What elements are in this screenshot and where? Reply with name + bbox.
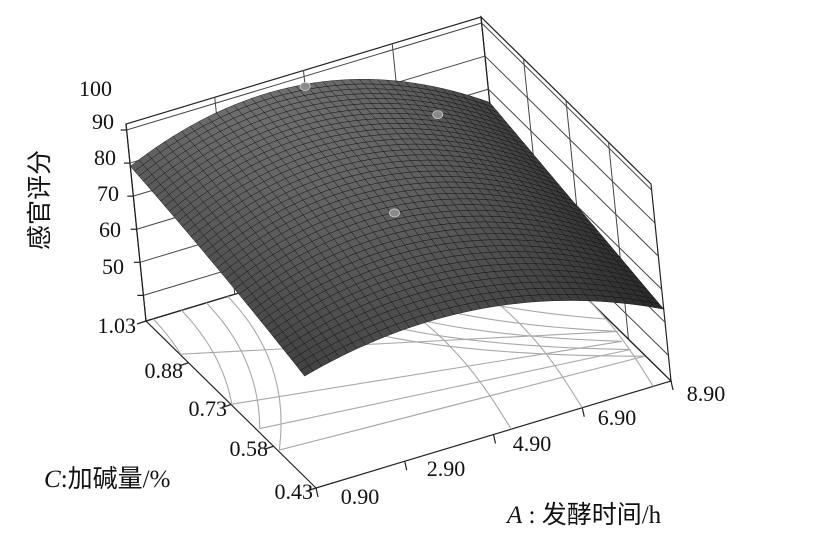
y-tick-mark <box>221 403 232 409</box>
design-point <box>432 110 444 120</box>
z-axis-line <box>125 123 147 322</box>
z-tick-label: 70 <box>97 181 119 206</box>
z-tick-label: 90 <box>92 109 114 134</box>
z-tick-label: 100 <box>79 76 112 101</box>
x-tick-mark <box>670 380 674 391</box>
z-tick-label: 80 <box>94 145 116 170</box>
x-tick-label: 0.90 <box>341 484 380 509</box>
x-tick-label: 6.90 <box>598 405 637 430</box>
y-tick-label: 0.58 <box>230 436 269 461</box>
x-axis-label: A : 发酵时间/h <box>505 501 662 529</box>
side-wall-gridline <box>608 142 629 340</box>
y-axis-colon: : <box>61 466 68 493</box>
tick-marks <box>120 129 674 498</box>
z-tick-label: 50 <box>102 254 124 279</box>
design-point <box>299 82 311 91</box>
y-tick-mark <box>136 320 147 325</box>
x-tick-label: 2.90 <box>427 456 466 481</box>
y-axis-label: C:加碱量/% <box>44 465 170 493</box>
design-point <box>389 208 400 218</box>
x-axis-text: 发酵时间/h <box>542 501 662 529</box>
z-tick-labels: 100 90 80 70 60 50 <box>79 76 124 279</box>
surface-mesh <box>129 79 665 377</box>
x-tick-mark <box>404 461 408 471</box>
y-tick-label: 0.73 <box>189 396 228 421</box>
y-tick-mark <box>306 487 317 492</box>
y-tick-labels: 1.03 0.88 0.73 0.58 0.43 <box>98 313 314 504</box>
y-tick-mark <box>179 362 189 367</box>
y-tick-mark <box>264 445 274 450</box>
y-axis-variable: C <box>44 466 61 493</box>
x-tick-mark <box>315 487 319 498</box>
x-tick-labels: 0.90 2.90 4.90 6.90 8.90 <box>341 381 726 509</box>
y-tick-label: 0.88 <box>145 358 184 383</box>
z-axis-label: 感官评分 <box>26 150 54 250</box>
x-axis-variable: A <box>505 502 523 529</box>
y-tick-label: 0.43 <box>275 479 314 504</box>
y-axis-text: 加碱量/% <box>68 465 171 493</box>
x-tick-mark <box>581 407 585 417</box>
x-tick-mark <box>492 434 497 444</box>
y-tick-label: 1.03 <box>98 313 137 338</box>
x-tick-label: 8.90 <box>687 381 726 406</box>
design-points <box>299 82 444 218</box>
x-tick-label: 4.90 <box>513 431 552 456</box>
surface-cell <box>649 301 665 310</box>
x-axis-colon: : <box>522 502 541 529</box>
z-tick-label: 60 <box>99 217 121 242</box>
